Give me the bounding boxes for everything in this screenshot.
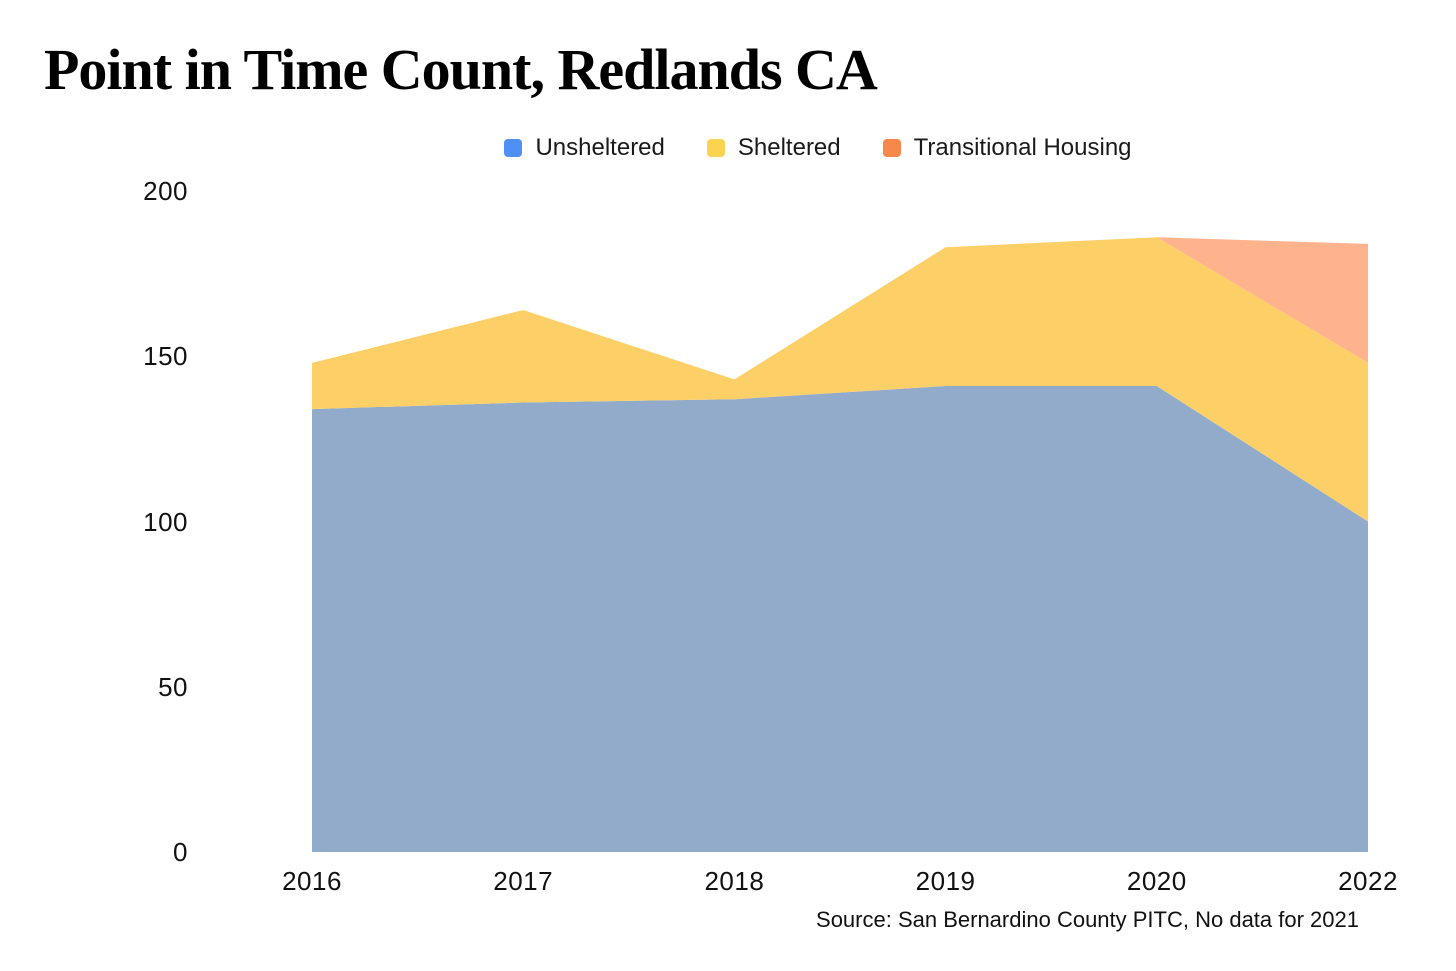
legend-item-sheltered: Sheltered bbox=[706, 134, 841, 162]
legend-swatch-icon bbox=[706, 139, 725, 157]
source-note: Source: San Bernardino County PITC, No d… bbox=[816, 907, 1359, 932]
legend-item-unsheltered: Unsheltered bbox=[504, 134, 665, 162]
area-transitional-housing bbox=[312, 237, 1368, 380]
x-axis-label: 2019 bbox=[915, 866, 976, 896]
legend-item-transitional-housing: Transitional Housing bbox=[882, 134, 1132, 162]
legend-label: Unsheltered bbox=[535, 134, 665, 161]
x-axis-label: 2022 bbox=[1338, 866, 1398, 896]
x-axis-label: 2017 bbox=[493, 866, 554, 896]
legend-swatch-icon bbox=[882, 139, 901, 157]
y-tick-label: 200 bbox=[143, 176, 188, 206]
chart-legend: Unsheltered Sheltered Transitional Housing bbox=[290, 131, 1346, 165]
y-tick-label: 100 bbox=[143, 506, 188, 537]
legend-swatch-icon bbox=[504, 139, 523, 157]
y-tick-label: 50 bbox=[158, 671, 188, 702]
y-tick-label: 0 bbox=[173, 837, 188, 867]
x-axis-label: 2016 bbox=[282, 866, 342, 896]
x-axis-label: 2018 bbox=[704, 866, 765, 896]
legend-label: Transitional Housing bbox=[913, 134, 1132, 161]
x-axis-label: 2020 bbox=[1126, 866, 1187, 896]
area-unsheltered bbox=[312, 386, 1368, 852]
legend-label: Sheltered bbox=[737, 134, 841, 161]
area-sheltered bbox=[312, 237, 1368, 522]
y-tick-label: 150 bbox=[143, 341, 188, 372]
chart-title: Point in Time Count, Redlands CA bbox=[44, 37, 878, 102]
